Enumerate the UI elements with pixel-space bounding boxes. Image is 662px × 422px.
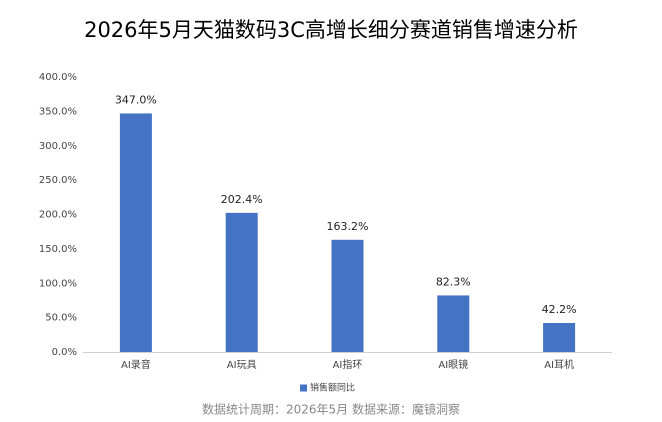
- y-tick-label: 50.0%: [45, 313, 77, 324]
- legend-swatch: [300, 384, 307, 392]
- bar: [437, 295, 470, 352]
- bar: [119, 113, 152, 352]
- y-tick-label: 200.0%: [39, 210, 77, 221]
- value-label: 163.2%: [327, 220, 369, 233]
- legend-label: 销售额同比: [310, 382, 355, 394]
- value-label: 202.4%: [221, 193, 263, 206]
- y-tick-label: 350.0%: [39, 106, 77, 117]
- x-tick-label: AI录音: [121, 358, 151, 371]
- y-tick-label: 150.0%: [39, 244, 77, 255]
- y-tick-label: 0.0%: [52, 347, 77, 358]
- x-tick-label: AI耳机: [544, 358, 574, 371]
- y-tick-label: 300.0%: [39, 141, 77, 152]
- chart-title: 2026年5月天猫数码3C高增长细分赛道销售增速分析: [84, 18, 578, 42]
- value-label: 42.2%: [542, 303, 577, 316]
- value-label: 347.0%: [115, 93, 157, 106]
- bar: [225, 212, 258, 352]
- y-tick-label: 100.0%: [39, 278, 77, 289]
- bar: [543, 322, 576, 352]
- y-tick-label: 250.0%: [39, 175, 77, 186]
- bar: [331, 239, 364, 352]
- x-tick-label: AI眼镜: [438, 358, 468, 371]
- x-tick-label: AI指环: [333, 358, 363, 371]
- source-note: 数据统计周期：2026年5月 数据来源：魔镜洞察: [202, 402, 460, 417]
- y-tick-label: 400.0%: [39, 72, 77, 83]
- value-label: 82.3%: [436, 275, 471, 288]
- x-tick-label: AI玩具: [227, 359, 257, 371]
